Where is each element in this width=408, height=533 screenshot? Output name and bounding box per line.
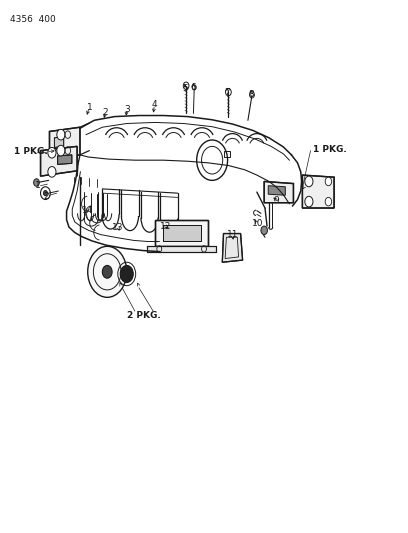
- Text: 11: 11: [227, 230, 238, 239]
- Polygon shape: [49, 127, 80, 160]
- Text: 6: 6: [191, 83, 196, 92]
- Polygon shape: [222, 233, 243, 262]
- Circle shape: [57, 146, 65, 156]
- Circle shape: [102, 265, 112, 278]
- Circle shape: [33, 179, 39, 186]
- Text: 3: 3: [124, 104, 130, 114]
- Polygon shape: [58, 155, 72, 165]
- Text: 2 PKG.: 2 PKG.: [127, 311, 161, 320]
- Text: 1 PKG.: 1 PKG.: [313, 145, 347, 154]
- Circle shape: [48, 166, 56, 177]
- Text: 4356  400: 4356 400: [10, 14, 55, 23]
- Polygon shape: [147, 246, 216, 252]
- Circle shape: [261, 226, 267, 235]
- Circle shape: [57, 130, 65, 140]
- Circle shape: [325, 177, 332, 185]
- Text: 2: 2: [103, 108, 109, 117]
- Polygon shape: [302, 175, 334, 208]
- Text: 8: 8: [248, 90, 254, 99]
- Text: 12: 12: [160, 222, 171, 231]
- Polygon shape: [40, 147, 77, 176]
- Text: 5: 5: [182, 84, 188, 93]
- Circle shape: [43, 190, 47, 196]
- Polygon shape: [268, 185, 285, 195]
- Circle shape: [305, 196, 313, 207]
- Polygon shape: [162, 225, 201, 241]
- Polygon shape: [155, 220, 208, 246]
- Circle shape: [48, 148, 56, 158]
- Circle shape: [305, 176, 313, 187]
- Text: 1 PKG.: 1 PKG.: [14, 147, 47, 156]
- Circle shape: [120, 265, 133, 282]
- Circle shape: [325, 197, 332, 206]
- Circle shape: [88, 246, 127, 297]
- Text: 14: 14: [82, 206, 93, 215]
- Polygon shape: [54, 137, 64, 148]
- Text: 13: 13: [112, 223, 124, 232]
- Text: 7: 7: [224, 87, 230, 96]
- Text: 9: 9: [273, 196, 279, 205]
- Text: 2: 2: [43, 192, 49, 201]
- Text: 1: 1: [86, 102, 92, 111]
- Text: 10: 10: [252, 220, 264, 229]
- Polygon shape: [264, 181, 293, 203]
- Text: 1: 1: [35, 181, 41, 190]
- Text: 4: 4: [152, 100, 157, 109]
